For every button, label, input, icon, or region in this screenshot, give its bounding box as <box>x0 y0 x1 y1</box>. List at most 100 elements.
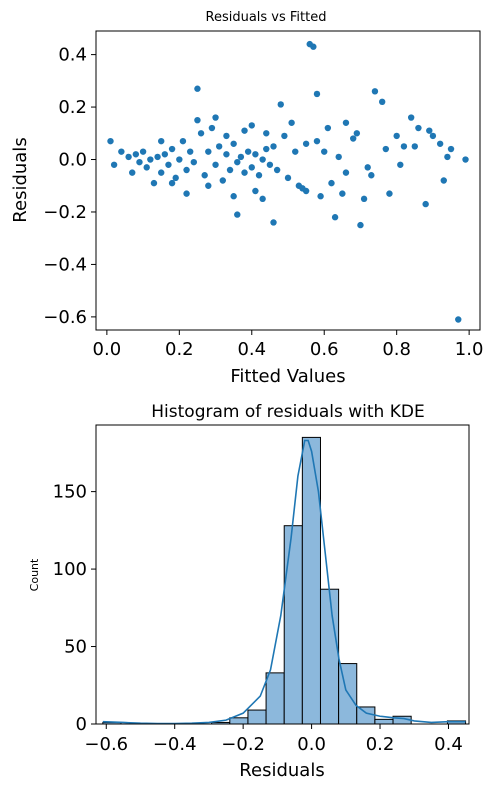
scatter-point <box>397 161 404 168</box>
scatter-point <box>353 130 361 137</box>
scatter-point <box>382 145 390 153</box>
histogram-title: Histogram of residuals with KDE <box>151 402 424 422</box>
scatter-point <box>234 158 241 166</box>
scatter-point <box>266 161 274 168</box>
scatter-point <box>415 124 422 132</box>
scatter-point <box>357 221 364 229</box>
scatter-points <box>107 40 469 323</box>
histogram-bar <box>229 717 249 725</box>
scatter-point <box>342 169 350 176</box>
scatter-point <box>270 219 277 226</box>
scatter-plot-frame <box>95 30 481 331</box>
scatter-point <box>205 148 212 155</box>
histogram-x-tick-label: −0.4 <box>153 734 197 755</box>
histogram-x-tick-label: 0.0 <box>297 734 326 755</box>
scatter-point <box>295 182 303 189</box>
scatter-point <box>132 151 140 158</box>
scatter-point <box>331 214 339 221</box>
scatter-point <box>168 145 176 153</box>
scatter-point <box>411 143 418 150</box>
residuals-vs-fitted-chart: Residuals vs Fitted 0.0 0.2 0.4 0.6 0.8 1.0 −… <box>10 10 483 387</box>
scatter-point <box>393 132 400 140</box>
histogram-bars <box>102 436 467 725</box>
scatter-y-tick-label: −0.6 <box>43 307 87 328</box>
histogram-y-axis: 0 50 100 150 <box>53 482 96 735</box>
scatter-point <box>176 156 183 163</box>
scatter-point <box>407 114 415 121</box>
scatter-point <box>183 166 190 174</box>
scatter-point <box>292 148 299 155</box>
histogram-x-axis: −0.6 −0.4 −0.2 0.0 0.2 0.4 <box>84 724 463 755</box>
scatter-point <box>447 145 455 153</box>
histogram-bar <box>356 706 376 725</box>
scatter-point <box>215 143 223 150</box>
scatter-x-axis-label: Fitted Values <box>230 366 345 387</box>
scatter-point <box>212 114 219 121</box>
scatter-point <box>197 130 205 137</box>
scatter-point <box>194 116 201 124</box>
histogram-bar <box>265 672 285 725</box>
scatter-point <box>143 164 150 171</box>
histogram-x-tick-label: −0.6 <box>84 734 128 755</box>
scatter-point <box>360 195 368 203</box>
scatter-y-tick-label: 0.2 <box>58 97 87 118</box>
histogram-x-tick-label: −0.2 <box>221 734 265 755</box>
scatter-point <box>263 130 270 137</box>
histogram-plot-frame <box>95 424 470 725</box>
scatter-point <box>172 174 179 182</box>
scatter-point <box>219 177 226 184</box>
histogram-bar <box>374 718 394 725</box>
scatter-x-tick-label: 0.8 <box>382 339 411 360</box>
scatter-point <box>107 137 114 145</box>
histogram-x-tick-label: 0.2 <box>366 734 395 755</box>
scatter-point <box>429 132 437 140</box>
scatter-point <box>129 169 136 176</box>
scatter-point <box>281 132 288 140</box>
histogram-y-tick-label: 0 <box>76 714 87 735</box>
scatter-point <box>426 127 433 134</box>
scatter-point <box>378 98 386 106</box>
scatter-point <box>186 148 194 155</box>
scatter-point <box>194 85 201 92</box>
histogram-x-axis-label: Residuals <box>239 760 324 781</box>
scatter-point <box>350 135 357 142</box>
scatter-point <box>444 153 451 161</box>
scatter-x-tick-label: 0.4 <box>237 339 266 360</box>
scatter-point <box>364 164 371 171</box>
scatter-point <box>241 127 248 134</box>
scatter-point <box>110 161 118 168</box>
scatter-point <box>302 140 310 147</box>
scatter-point <box>183 190 190 197</box>
scatter-point <box>324 124 332 132</box>
kde-curve <box>102 439 466 725</box>
scatter-point <box>313 90 321 98</box>
scatter-point <box>212 161 219 168</box>
scatter-point <box>244 148 252 155</box>
residuals-histogram-chart: Histogram of residuals with KDE −0.6 −0.4… <box>28 402 470 781</box>
scatter-point <box>161 151 169 158</box>
scatter-point <box>158 169 165 176</box>
scatter-point <box>248 164 255 171</box>
scatter-title: Residuals vs Fitted <box>206 10 327 25</box>
scatter-point <box>302 187 310 195</box>
scatter-point <box>462 156 469 163</box>
scatter-point <box>259 156 266 163</box>
scatter-point <box>371 88 379 95</box>
scatter-point <box>234 211 241 218</box>
scatter-point <box>255 172 263 179</box>
scatter-point <box>321 148 328 155</box>
scatter-point <box>201 172 208 179</box>
scatter-point <box>339 190 346 197</box>
scatter-point <box>248 122 255 129</box>
scatter-point <box>368 172 375 179</box>
scatter-point <box>277 101 284 108</box>
scatter-point <box>259 195 266 203</box>
histogram-bar <box>301 436 321 725</box>
scatter-x-tick-label: 1.0 <box>455 339 484 360</box>
scatter-point <box>288 119 295 126</box>
scatter-point <box>252 151 259 158</box>
scatter-point <box>335 153 342 161</box>
scatter-point <box>230 140 237 147</box>
scatter-point <box>328 179 335 187</box>
